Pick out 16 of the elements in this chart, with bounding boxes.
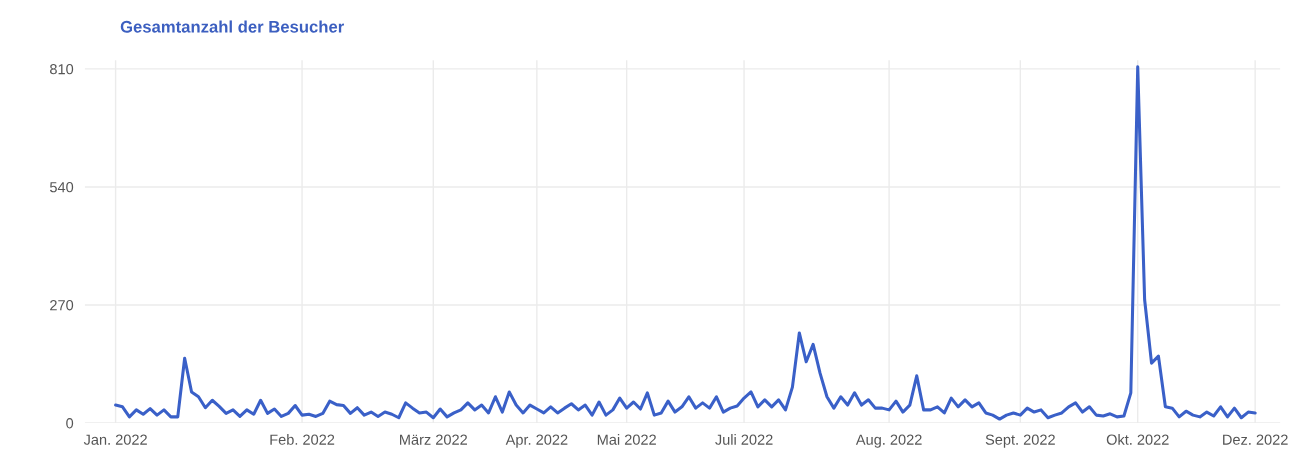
x-tick-label: März 2022	[400, 434, 467, 445]
line-series	[114, 65, 1257, 421]
x-tick-label: Okt. 2022	[1106, 434, 1169, 445]
x-tick-label: Feb. 2022	[270, 434, 335, 445]
x-tick-label: Dez. 2022	[1223, 434, 1288, 445]
y-tick-label: 810	[50, 64, 74, 75]
y-tick-label: 0	[66, 418, 74, 429]
x-tick-label: Juli 2022	[715, 434, 773, 445]
chart-title: Gesamtanzahl der Besucher	[120, 20, 344, 33]
x-tick-label: Apr. 2022	[505, 434, 568, 448]
y-tick-label: 540	[49, 182, 74, 193]
x-tick-label: Aug. 2022	[855, 434, 922, 448]
x-tick-label: Jan. 2022	[83, 434, 147, 445]
x-tick-label: Mai 2022	[597, 434, 656, 445]
x-tick-label: Sept. 2022	[985, 434, 1055, 448]
y-tick-label: 270	[50, 300, 74, 311]
